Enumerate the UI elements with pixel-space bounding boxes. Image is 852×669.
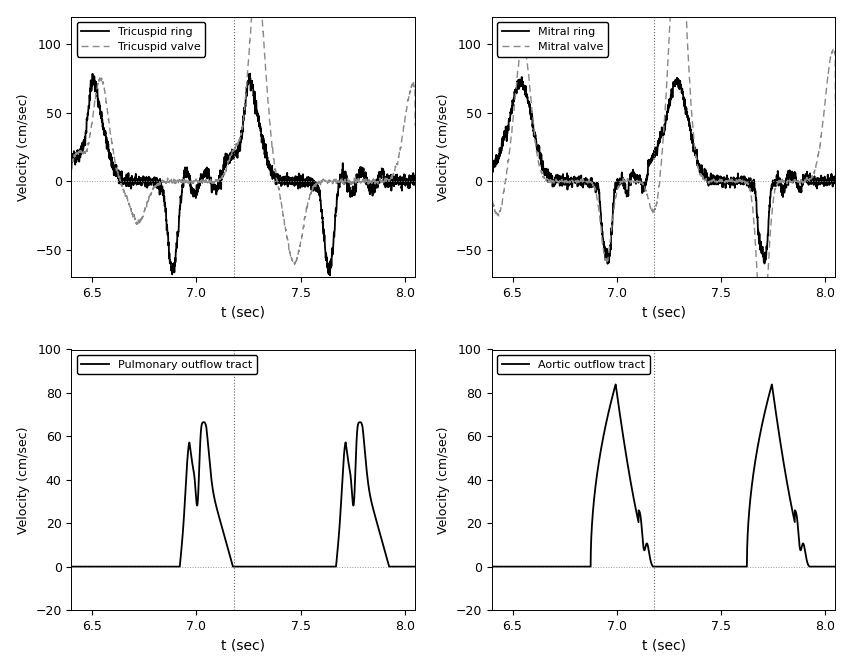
Tricuspid valve (126, 205, 136, 213)
Mitral valve (757, 338, 767, 346)
Tricuspid valve (198, 176, 208, 184)
Line: Pulmonary outflow tract: Pulmonary outflow tract (72, 422, 415, 567)
X-axis label: t (sec): t (sec) (221, 306, 265, 320)
Tricuspid ring (126, 185, 136, 193)
Tricuspid ring (325, 271, 335, 279)
Pulmonary outflow tract (66, 563, 77, 571)
Tricuspid valve (366, 178, 377, 186)
Y-axis label: Velocity (cm/sec): Velocity (cm/sec) (17, 426, 30, 534)
X-axis label: t (sec): t (sec) (641, 638, 685, 652)
Line: Mitral ring: Mitral ring (491, 77, 834, 264)
Mitral valve (486, 187, 496, 195)
Mitral ring (516, 73, 527, 81)
Tricuspid valve (403, 93, 413, 101)
Mitral valve (786, 178, 796, 186)
Mitral valve (823, 64, 833, 72)
Tricuspid valve (290, 260, 300, 268)
Mitral ring (602, 260, 612, 268)
Tricuspid ring (66, 164, 77, 172)
Tricuspid ring (106, 155, 116, 163)
Legend: Tricuspid ring, Tricuspid valve: Tricuspid ring, Tricuspid valve (77, 22, 205, 57)
Mitral ring (526, 110, 536, 118)
Mitral valve (618, 175, 628, 183)
Aortic outflow tract (525, 563, 535, 571)
Aortic outflow tract (618, 435, 628, 443)
Pulmonary outflow tract (199, 418, 209, 426)
Mitral ring (545, 175, 556, 183)
Line: Mitral valve: Mitral valve (491, 0, 834, 342)
Pulmonary outflow tract (198, 418, 208, 426)
Mitral valve (525, 94, 535, 102)
Pulmonary outflow tract (106, 563, 116, 571)
Pulmonary outflow tract (366, 498, 377, 506)
Pulmonary outflow tract (126, 563, 136, 571)
Tricuspid ring (366, 187, 377, 195)
Legend: Aortic outflow tract: Aortic outflow tract (497, 355, 649, 374)
X-axis label: t (sec): t (sec) (221, 638, 265, 652)
Mitral ring (486, 162, 496, 170)
Legend: Mitral ring, Mitral valve: Mitral ring, Mitral valve (497, 22, 607, 57)
Tricuspid ring (198, 171, 208, 179)
Y-axis label: Velocity (cm/sec): Velocity (cm/sec) (436, 426, 450, 534)
Aortic outflow tract (486, 563, 496, 571)
Mitral ring (633, 174, 643, 182)
Mitral valve (545, 179, 556, 187)
Aortic outflow tract (633, 518, 643, 527)
Pulmonary outflow tract (213, 510, 223, 518)
Mitral ring (823, 175, 833, 183)
Tricuspid ring (403, 184, 413, 192)
Y-axis label: Velocity (cm/sec): Velocity (cm/sec) (436, 93, 449, 201)
X-axis label: t (sec): t (sec) (641, 306, 685, 320)
Y-axis label: Velocity (cm/sec): Velocity (cm/sec) (17, 93, 30, 201)
Line: Tricuspid ring: Tricuspid ring (72, 74, 415, 275)
Aortic outflow tract (829, 563, 839, 571)
Mitral ring (829, 172, 839, 180)
Line: Tricuspid valve: Tricuspid valve (72, 0, 415, 264)
Tricuspid valve (213, 178, 223, 186)
Aortic outflow tract (786, 504, 796, 512)
Mitral valve (632, 177, 642, 185)
Pulmonary outflow tract (410, 563, 420, 571)
Tricuspid valve (66, 167, 77, 175)
Tricuspid ring (410, 172, 420, 180)
Mitral ring (786, 171, 796, 179)
Tricuspid ring (213, 179, 223, 187)
Line: Aortic outflow tract: Aortic outflow tract (491, 385, 834, 567)
Aortic outflow tract (610, 381, 620, 389)
Pulmonary outflow tract (403, 563, 413, 571)
Tricuspid valve (106, 131, 116, 139)
Mitral valve (829, 102, 839, 110)
Mitral ring (618, 179, 628, 187)
Aortic outflow tract (823, 563, 833, 571)
Tricuspid ring (245, 70, 255, 78)
Aortic outflow tract (545, 563, 556, 571)
Tricuspid valve (410, 122, 420, 130)
Legend: Pulmonary outflow tract: Pulmonary outflow tract (77, 355, 256, 374)
